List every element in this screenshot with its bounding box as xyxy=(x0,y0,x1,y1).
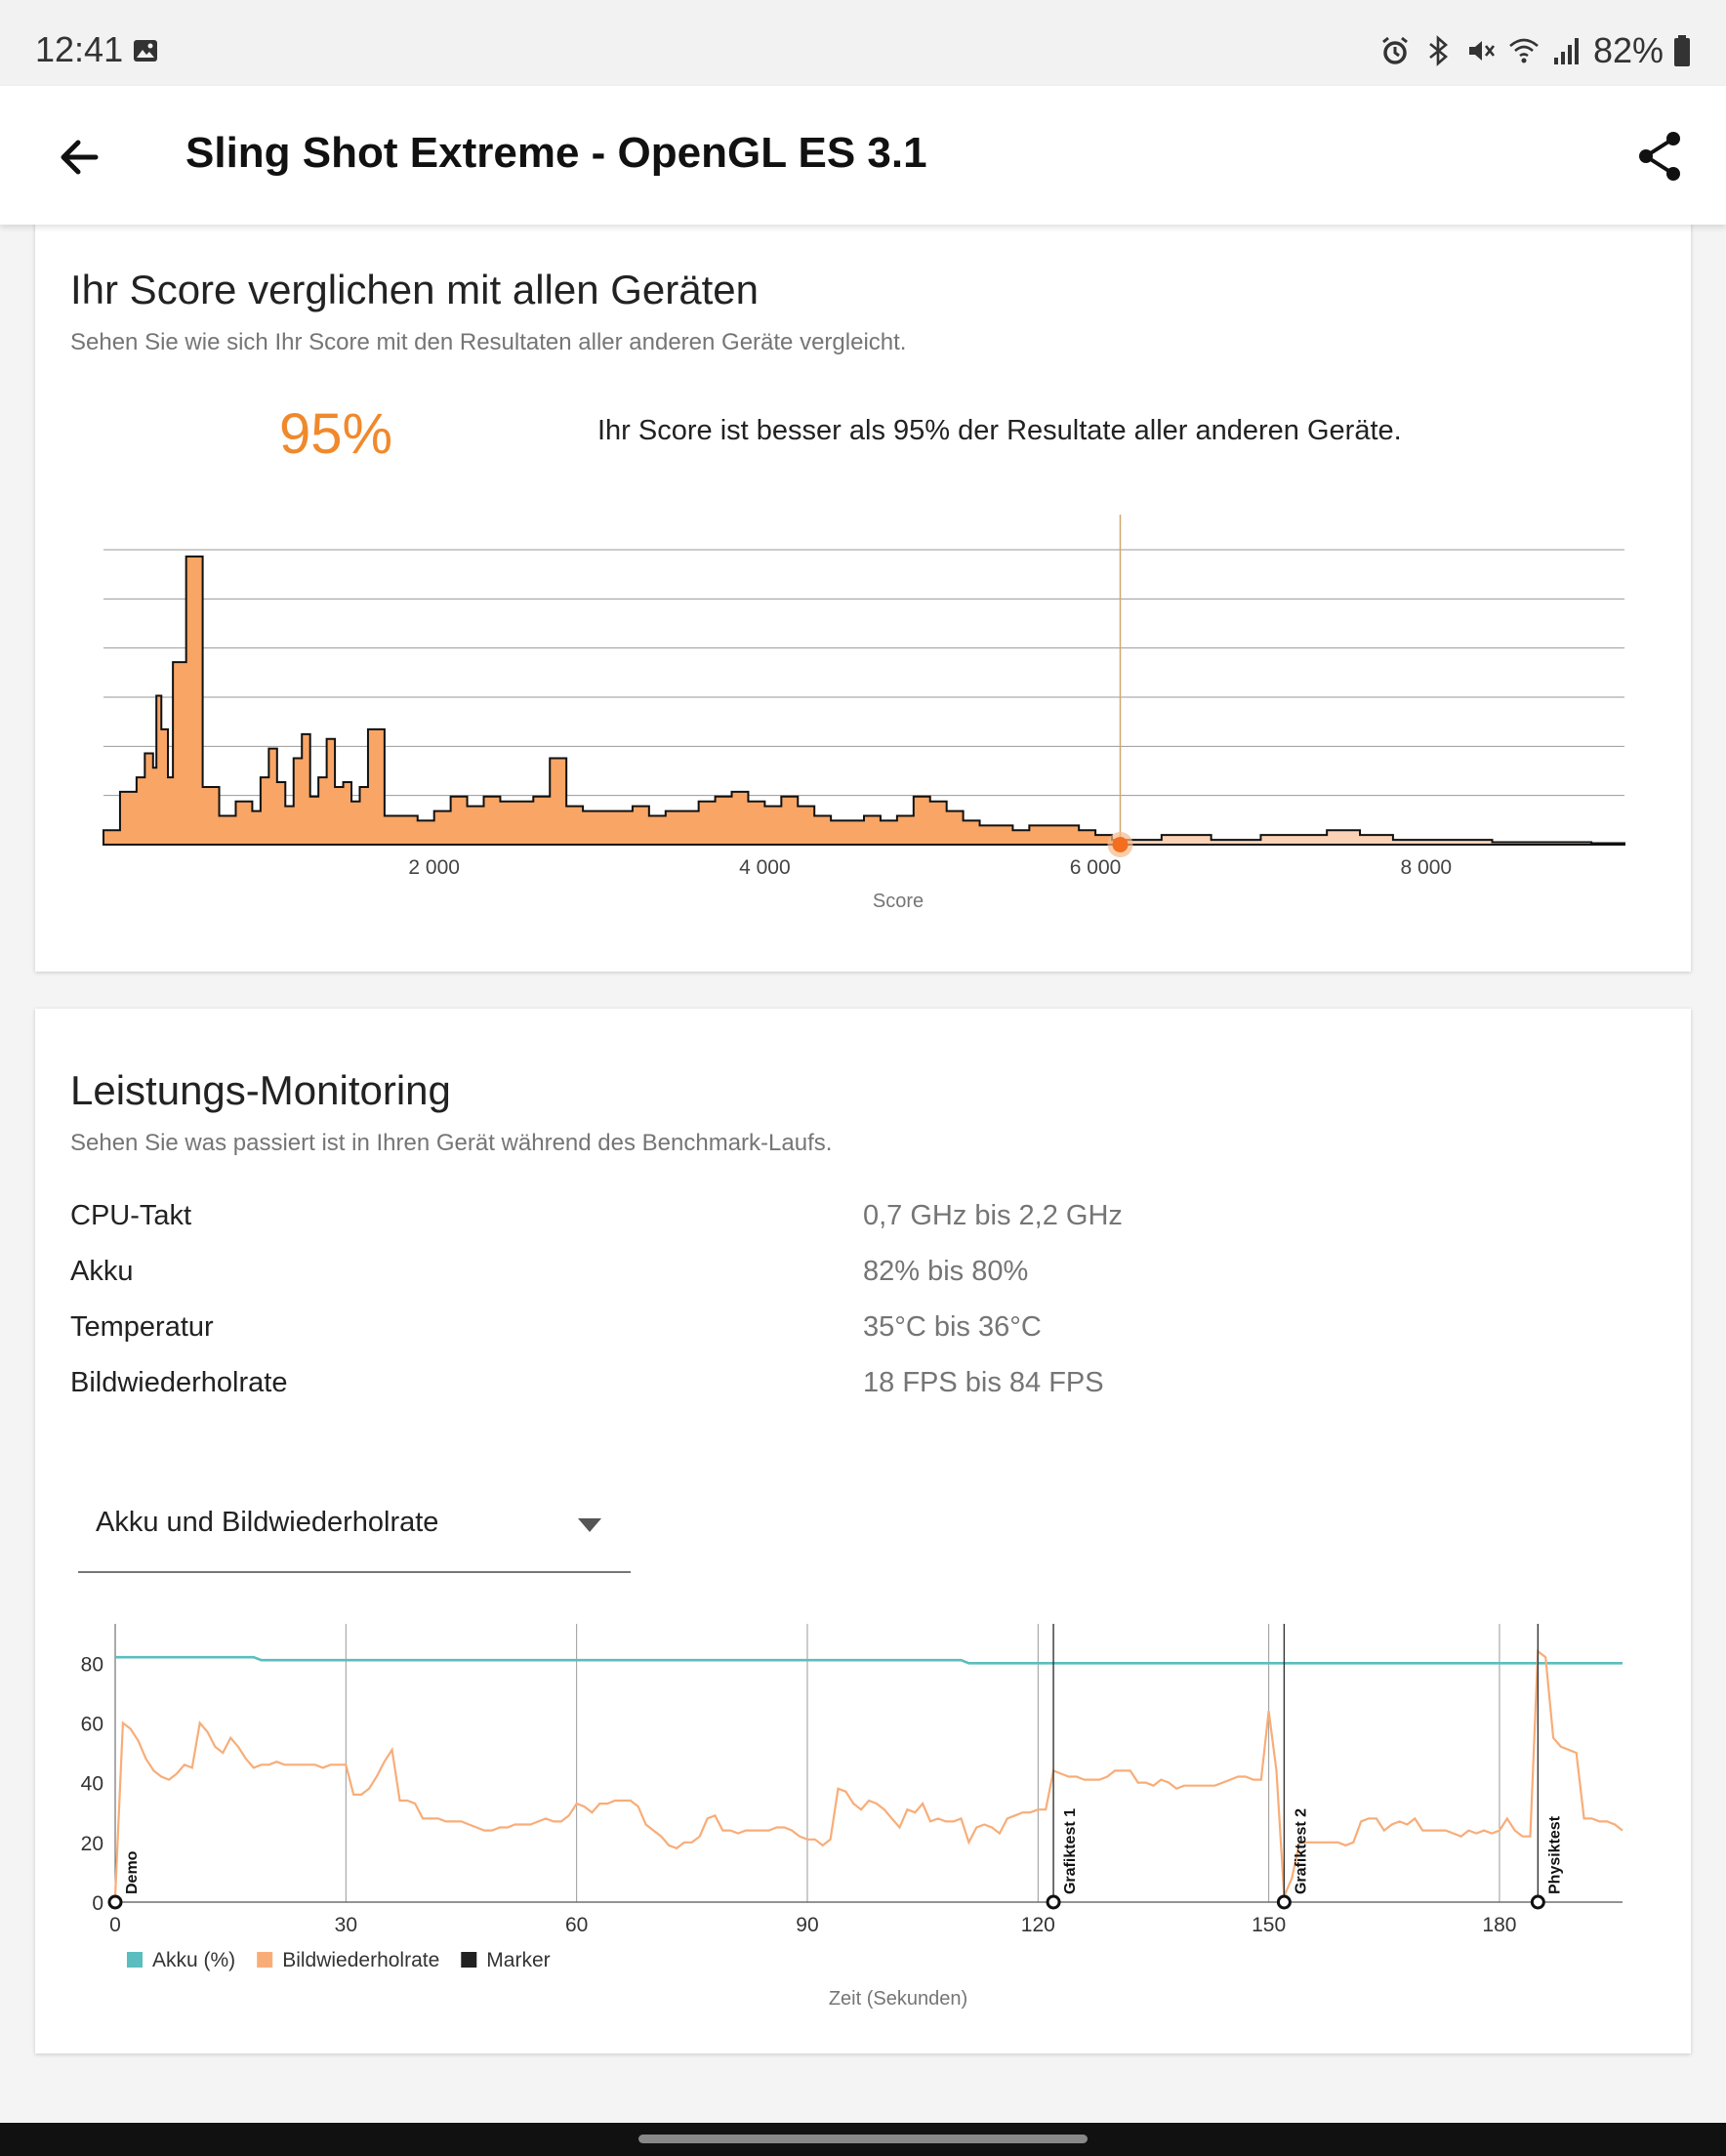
percentile-text: Ihr Score ist besser als 95% der Resulta… xyxy=(597,415,1402,446)
line-chart-y-tick-label: 60 xyxy=(81,1713,103,1735)
marker-label: Demo xyxy=(124,1850,141,1894)
battery-label: Akku xyxy=(70,1256,134,1287)
line-chart-x-tick-label: 0 xyxy=(109,1914,121,1936)
marker-point xyxy=(107,1894,123,1910)
marker-label: Grafiktest 2 xyxy=(1293,1808,1309,1894)
home-gesture-pill[interactable] xyxy=(638,2135,1088,2143)
histogram-x-tick-label: 8 000 xyxy=(1401,856,1453,879)
cpu-clock-label: CPU-Takt xyxy=(70,1200,192,1231)
line-chart-x-axis-title: Zeit (Sekunden) xyxy=(829,1988,967,2010)
legend-label: Akku (%) xyxy=(152,1949,235,1971)
percentile-value: 95% xyxy=(279,402,393,466)
chart-metric-dropdown[interactable]: Akku und Bildwiederholrate xyxy=(78,1468,631,1573)
marker-point xyxy=(1276,1894,1292,1910)
histogram-outline xyxy=(103,555,1625,846)
line-chart-x-tick-label: 90 xyxy=(796,1914,818,1936)
temperature-value: 35°C bis 36°C xyxy=(863,1311,1042,1343)
line-chart-x-tick-label: 60 xyxy=(565,1914,588,1936)
dropdown-arrow-icon xyxy=(578,1518,601,1532)
line-chart-y-tick-label: 80 xyxy=(81,1653,103,1676)
line-chart-y-tick-label: 20 xyxy=(81,1833,103,1855)
marker-label: Physiktest xyxy=(1546,1815,1563,1894)
legend-swatch xyxy=(127,1952,143,1968)
line-chart-x-tick-label: 120 xyxy=(1021,1914,1055,1936)
page-title: Sling Shot Extreme - OpenGL ES 3.1 xyxy=(185,129,927,177)
app-bar: Sling Shot Extreme - OpenGL ES 3.1 xyxy=(0,86,1726,225)
frame-rate-label: Bildwiederholrate xyxy=(70,1367,288,1398)
cpu-clock-value: 0,7 GHz bis 2,2 GHz xyxy=(863,1200,1123,1231)
gallery-icon xyxy=(134,40,157,62)
score-comparison-card: Ihr Score verglichen mit allen Geräten S… xyxy=(35,210,1691,972)
legend-label: Bildwiederholrate xyxy=(282,1949,439,1971)
status-time: 12:41 xyxy=(35,29,124,69)
alarm-icon xyxy=(1382,36,1408,64)
histogram-x-tick-label: 2 000 xyxy=(408,856,460,879)
histogram-x-axis-title: Score xyxy=(873,891,924,912)
signal-icon xyxy=(1553,38,1579,64)
frame-rate-line xyxy=(113,1648,1623,1897)
line-chart-y-tick-label: 40 xyxy=(81,1773,103,1796)
marker-point xyxy=(1046,1894,1061,1910)
histogram-area-above-score xyxy=(1120,830,1624,845)
mute-icon xyxy=(1468,41,1495,61)
user-score-marker xyxy=(1112,837,1129,852)
legend-swatch xyxy=(461,1952,477,1968)
status-bar: 12:41 82% xyxy=(0,0,1726,86)
histogram-x-tick-label: 6 000 xyxy=(1070,856,1122,879)
score-card-subtitle: Sehen Sie wie sich Ihr Score mit den Res… xyxy=(70,329,907,355)
battery-value: 82% bis 80% xyxy=(863,1256,1029,1287)
line-chart-x-tick-label: 180 xyxy=(1482,1914,1516,1936)
status-icons: 82% xyxy=(1378,29,1691,72)
back-arrow-icon[interactable] xyxy=(53,131,105,184)
monitoring-line-chart: 0 20 40 60 80 0 30 60 90 120 150 180 Demo Grafiktest … xyxy=(81,1624,1623,2010)
score-distribution-chart: 2 000 4 000 6 000 8 000 Score xyxy=(103,515,1625,912)
bluetooth-icon xyxy=(1429,35,1448,66)
battery-icon xyxy=(1674,35,1690,66)
score-card-title: Ihr Score verglichen mit allen Geräten xyxy=(70,267,759,312)
marker-point xyxy=(1530,1894,1545,1910)
legend-swatch xyxy=(257,1952,273,1968)
battery-percent: 82% xyxy=(1592,30,1664,70)
share-icon[interactable] xyxy=(1632,129,1687,184)
line-chart-y-tick-label: 0 xyxy=(92,1892,103,1915)
temperature-label: Temperatur xyxy=(70,1311,214,1343)
marker-label: Grafiktest 1 xyxy=(1062,1808,1079,1894)
performance-monitoring-card: Leistungs-Monitoring Sehen Sie was passi… xyxy=(35,1009,1691,2053)
wifi-icon xyxy=(1509,38,1539,63)
monitor-card-title: Leistungs-Monitoring xyxy=(70,1067,451,1113)
line-chart-x-tick-label: 150 xyxy=(1252,1914,1286,1936)
dropdown-selected-value: Akku und Bildwiederholrate xyxy=(96,1507,439,1538)
histogram-x-tick-label: 4 000 xyxy=(739,856,791,879)
frame-rate-value: 18 FPS bis 84 FPS xyxy=(863,1367,1104,1398)
histogram-area-below-score xyxy=(103,556,1121,845)
monitor-card-subtitle: Sehen Sie was passiert ist in Ihren Gerä… xyxy=(70,1130,833,1156)
battery-line xyxy=(115,1655,1623,1665)
legend-label: Marker xyxy=(486,1949,550,1971)
line-chart-x-tick-label: 30 xyxy=(335,1914,357,1936)
navigation-bar xyxy=(0,2123,1726,2156)
